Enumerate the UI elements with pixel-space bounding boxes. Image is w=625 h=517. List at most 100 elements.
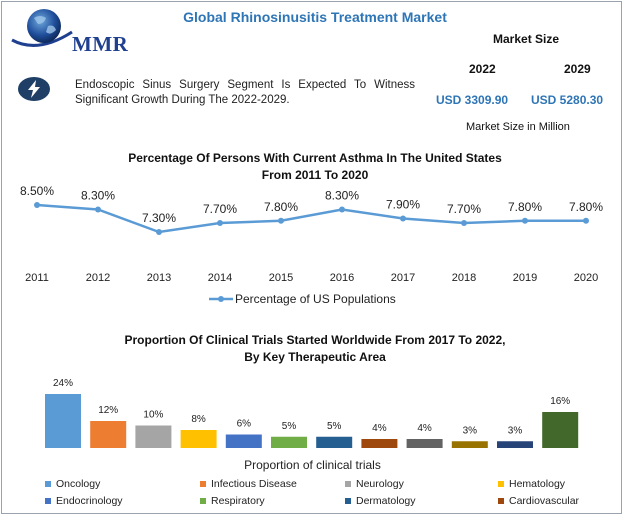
page-title: Global Rhinosinusitis Treatment Market <box>183 9 447 25</box>
x-tick-label: 2011 <box>25 272 49 284</box>
bar-value-label: 16% <box>550 396 570 407</box>
line-chart-title-line1: Percentage Of Persons With Current Asthm… <box>128 151 502 165</box>
data-label: 7.80% <box>264 200 298 214</box>
x-tick-label: 2015 <box>269 272 293 284</box>
bar-value-label: 8% <box>191 414 206 425</box>
bar-chart-title-line1: Proportion Of Clinical Trials Started Wo… <box>124 333 506 347</box>
line-chart-title-line2: From 2011 To 2020 <box>261 168 369 182</box>
bar <box>180 430 217 448</box>
legend-label: Neurology <box>356 478 404 490</box>
data-label: 7.80% <box>569 200 603 214</box>
bar-value-label: 4% <box>372 423 387 434</box>
legend-swatch <box>200 481 206 487</box>
data-label: 7.30% <box>142 211 176 225</box>
year-start: 2022 <box>469 62 496 76</box>
market-size-label: Market Size <box>493 32 560 46</box>
bar-value-label: 24% <box>53 378 73 389</box>
bar <box>361 439 398 448</box>
data-point <box>583 217 589 224</box>
key-finding-text: Endoscopic Sinus Surgery Segment Is Expe… <box>75 79 415 106</box>
bar-chart-title-line2: By Key Therapeutic Area <box>244 350 386 364</box>
x-tick-label: 2013 <box>147 272 171 284</box>
legend-label: Respiratory <box>211 495 265 507</box>
legend-swatch <box>498 481 504 487</box>
x-tick-label: 2016 <box>330 272 354 284</box>
legend-item: Hematology <box>498 478 565 490</box>
legend-item: Respiratory <box>200 495 265 507</box>
legend-item: Dermatology <box>345 495 416 507</box>
mmr-logo: MMR <box>8 6 138 56</box>
x-tick-label: 2018 <box>452 272 476 284</box>
data-label: 7.70% <box>447 202 481 216</box>
legend-item: Endocrinology <box>45 495 123 507</box>
data-point <box>461 220 467 226</box>
legend-item: Infectious Disease <box>200 478 297 490</box>
legend-marker <box>218 296 224 302</box>
x-tick-label: 2019 <box>513 272 537 284</box>
data-label: 7.70% <box>203 202 237 216</box>
value-end: USD 5280.30 <box>531 93 604 107</box>
bar-value-label: 12% <box>98 405 118 416</box>
bar <box>451 441 488 448</box>
legend-swatch <box>345 498 351 504</box>
bar-chart-xlabel: Proportion of clinical trials <box>244 458 381 472</box>
bar <box>45 394 81 448</box>
legend-swatch <box>45 498 51 504</box>
data-point <box>278 217 284 224</box>
series-line <box>36 203 586 234</box>
legend-swatch <box>345 481 351 487</box>
data-point <box>95 206 101 213</box>
bar-value-label: 6% <box>237 419 252 430</box>
data-point <box>217 220 223 226</box>
legend-label: Dermatology <box>356 495 416 507</box>
bar <box>271 436 307 448</box>
legend-item: Oncology <box>45 478 100 490</box>
bar <box>542 412 579 448</box>
legend-item: Neurology <box>345 478 404 490</box>
data-point <box>156 229 162 235</box>
data-label: 7.80% <box>508 200 542 214</box>
legend-label: Oncology <box>56 478 101 490</box>
bar-value-label: 10% <box>143 410 163 421</box>
bar-chart: 24% 12% 10% 8% 6% 5% 5% 4% 4% 3% 3% 16% <box>45 378 579 448</box>
bar <box>225 434 262 448</box>
legend-item: Cardiovascular <box>498 495 579 507</box>
bar <box>90 421 127 448</box>
year-end: 2029 <box>564 62 591 76</box>
data-point <box>400 215 406 222</box>
bar-chart-title: Proportion Of Clinical Trials Started Wo… <box>60 332 570 366</box>
data-label: 8.50% <box>20 184 54 198</box>
legend-swatch <box>200 498 206 504</box>
bar <box>497 441 533 448</box>
bar <box>316 436 353 448</box>
bar-value-label: 5% <box>327 421 342 432</box>
legend-label: Infectious Disease <box>211 478 297 490</box>
bar <box>135 425 172 448</box>
globe-icon <box>11 9 73 47</box>
bar-value-label: 3% <box>508 425 523 436</box>
x-tick-label: 2014 <box>208 272 232 284</box>
bar <box>406 439 443 448</box>
legend-swatch <box>45 481 51 487</box>
data-point <box>34 202 40 208</box>
data-label: 7.90% <box>386 198 420 212</box>
legend-label: Cardiovascular <box>509 495 580 507</box>
line-chart: 8.50% 8.30% 7.30% 7.70% 7.80% 8.30% 7.90% 7.70%… <box>20 184 603 306</box>
line-chart-title: Percentage Of Persons With Current Asthm… <box>60 150 570 184</box>
x-tick-label: 2012 <box>86 272 110 284</box>
lightning-bolt-icon <box>17 76 51 102</box>
value-start: USD 3309.90 <box>436 93 509 107</box>
brand-name: MMR <box>72 32 129 56</box>
data-label: 8.30% <box>325 189 359 203</box>
data-point <box>339 206 345 213</box>
legend-label: Percentage of US Populations <box>235 292 396 306</box>
bar-value-label: 3% <box>463 425 478 436</box>
legend-label: Endocrinology <box>56 495 123 507</box>
data-point <box>522 217 528 224</box>
bar-value-label: 5% <box>282 421 297 432</box>
legend-swatch <box>498 498 504 504</box>
x-tick-label: 2017 <box>391 272 415 284</box>
market-size-unit: Market Size in Million <box>466 121 570 133</box>
x-tick-label: 2020 <box>574 272 598 284</box>
